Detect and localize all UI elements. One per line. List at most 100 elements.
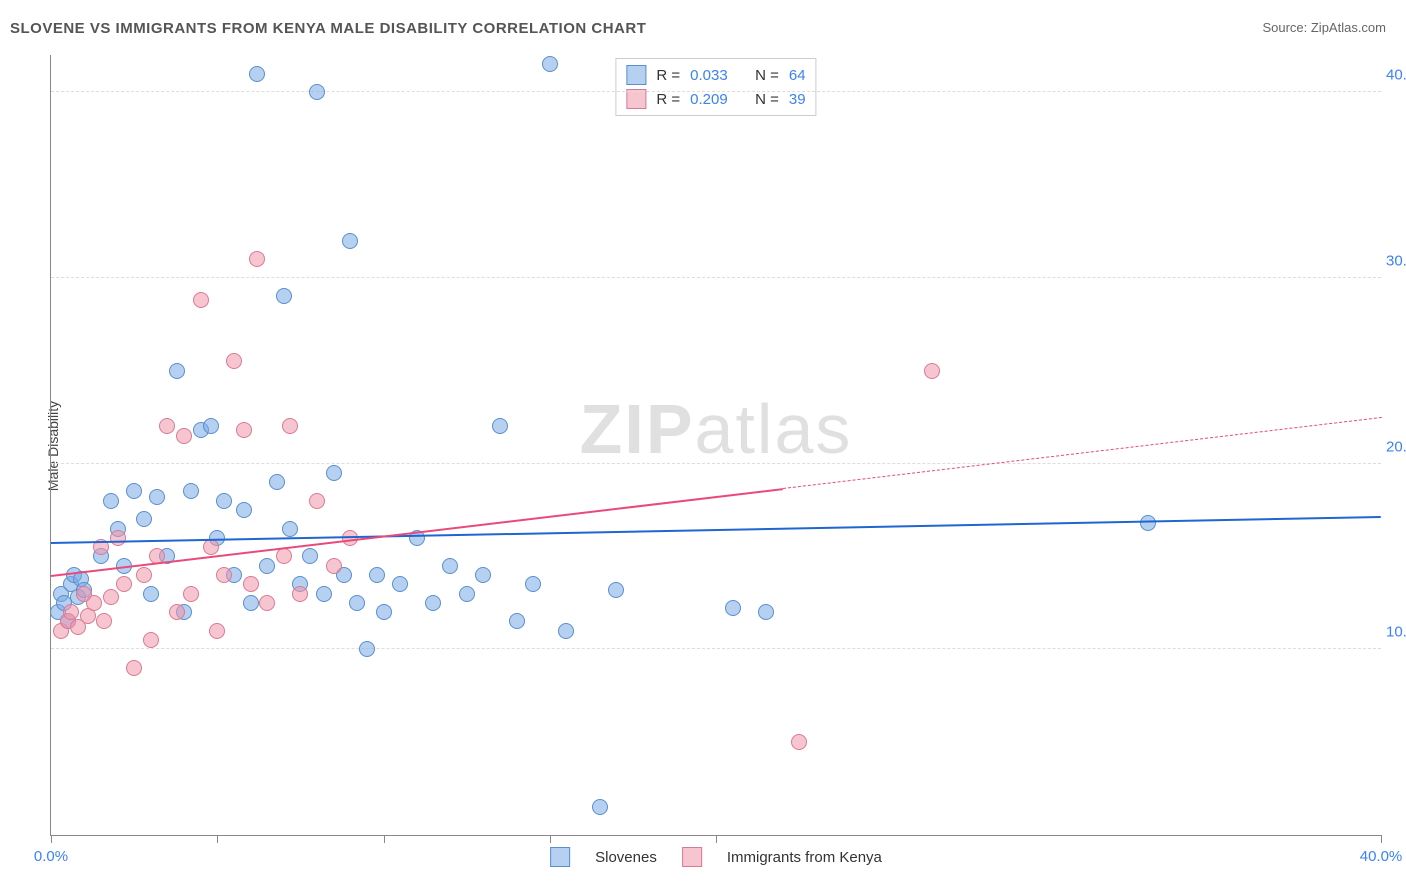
- legend-r-value: 0.033: [690, 67, 745, 84]
- scatter-point-slovenes: [276, 288, 292, 304]
- scatter-point-slovenes: [425, 595, 441, 611]
- scatter-point-slovenes: [1140, 515, 1156, 531]
- scatter-point-slovenes: [442, 558, 458, 574]
- scatter-point-slovenes: [725, 600, 741, 616]
- scatter-point-kenya: [116, 576, 132, 592]
- gridline: [51, 277, 1381, 278]
- watermark-bold: ZIP: [580, 390, 695, 468]
- y-tick-label: 40.0%: [1386, 67, 1406, 84]
- source-attribution: Source: ZipAtlas.com: [1262, 20, 1386, 35]
- legend-swatch: [682, 847, 702, 867]
- scatter-point-slovenes: [492, 418, 508, 434]
- gridline: [51, 648, 1381, 649]
- scatter-point-slovenes: [558, 623, 574, 639]
- scatter-point-slovenes: [459, 586, 475, 602]
- legend-n-label: N =: [755, 67, 779, 84]
- scatter-point-kenya: [243, 576, 259, 592]
- scatter-point-slovenes: [282, 521, 298, 537]
- gridline: [51, 91, 1381, 92]
- scatter-point-kenya: [209, 623, 225, 639]
- scatter-point-slovenes: [475, 567, 491, 583]
- scatter-point-kenya: [226, 353, 242, 369]
- scatter-point-kenya: [276, 548, 292, 564]
- scatter-point-kenya: [249, 251, 265, 267]
- scatter-point-slovenes: [302, 548, 318, 564]
- scatter-point-slovenes: [269, 474, 285, 490]
- x-tick: [217, 835, 218, 843]
- scatter-point-kenya: [96, 613, 112, 629]
- scatter-point-kenya: [309, 493, 325, 509]
- scatter-point-kenya: [924, 363, 940, 379]
- scatter-point-slovenes: [149, 489, 165, 505]
- scatter-point-kenya: [63, 604, 79, 620]
- watermark-light: atlas: [695, 390, 853, 468]
- scatter-point-kenya: [126, 660, 142, 676]
- scatter-point-slovenes: [243, 595, 259, 611]
- scatter-point-kenya: [86, 595, 102, 611]
- scatter-point-slovenes: [236, 502, 252, 518]
- scatter-point-slovenes: [183, 483, 199, 499]
- scatter-point-kenya: [282, 418, 298, 434]
- legend-stats-row-slovenes: R = 0.033 N = 64: [626, 63, 805, 87]
- scatter-point-kenya: [791, 734, 807, 750]
- scatter-point-slovenes: [369, 567, 385, 583]
- x-tick: [716, 835, 717, 843]
- x-tick: [51, 835, 52, 843]
- scatter-point-slovenes: [349, 595, 365, 611]
- watermark: ZIPatlas: [580, 389, 853, 469]
- trend-line: [51, 516, 1381, 544]
- legend-r-label: R =: [656, 67, 680, 84]
- x-tick-label: 0.0%: [34, 848, 68, 865]
- scatter-point-slovenes: [758, 604, 774, 620]
- scatter-point-slovenes: [249, 66, 265, 82]
- scatter-point-kenya: [159, 418, 175, 434]
- legend-stats-box: R =0.033N =64R =0.209N =39: [615, 58, 816, 116]
- scatter-point-kenya: [326, 558, 342, 574]
- scatter-point-slovenes: [316, 586, 332, 602]
- scatter-point-kenya: [136, 567, 152, 583]
- scatter-point-slovenes: [525, 576, 541, 592]
- scatter-point-kenya: [176, 428, 192, 444]
- scatter-point-slovenes: [103, 493, 119, 509]
- scatter-point-slovenes: [169, 363, 185, 379]
- legend-r-value: 0.209: [690, 91, 745, 108]
- legend-series-label: Slovenes: [595, 849, 657, 866]
- legend-n-value: 64: [789, 67, 806, 84]
- scatter-point-slovenes: [216, 493, 232, 509]
- scatter-point-kenya: [169, 604, 185, 620]
- scatter-point-slovenes: [359, 641, 375, 657]
- chart-plot-area: ZIPatlas R =0.033N =64R =0.209N =39 Slov…: [50, 55, 1381, 836]
- x-tick-label: 40.0%: [1360, 848, 1403, 865]
- scatter-point-slovenes: [203, 418, 219, 434]
- scatter-point-kenya: [193, 292, 209, 308]
- legend-swatch: [626, 65, 646, 85]
- scatter-point-slovenes: [259, 558, 275, 574]
- scatter-point-slovenes: [143, 586, 159, 602]
- scatter-point-kenya: [103, 589, 119, 605]
- source-name: ZipAtlas.com: [1311, 20, 1386, 35]
- scatter-point-kenya: [216, 567, 232, 583]
- scatter-point-kenya: [203, 539, 219, 555]
- scatter-point-slovenes: [309, 84, 325, 100]
- scatter-point-slovenes: [326, 465, 342, 481]
- x-tick: [550, 835, 551, 843]
- scatter-point-slovenes: [392, 576, 408, 592]
- legend-n-value: 39: [789, 91, 806, 108]
- legend-swatch: [550, 847, 570, 867]
- gridline: [51, 463, 1381, 464]
- legend-r-label: R =: [656, 91, 680, 108]
- legend-series-label: Immigrants from Kenya: [727, 849, 882, 866]
- scatter-point-slovenes: [542, 56, 558, 72]
- trend-line: [782, 417, 1381, 489]
- scatter-point-slovenes: [342, 233, 358, 249]
- scatter-point-kenya: [259, 595, 275, 611]
- scatter-point-slovenes: [126, 483, 142, 499]
- source-label: Source:: [1262, 20, 1310, 35]
- x-tick: [1381, 835, 1382, 843]
- y-tick-label: 10.0%: [1386, 624, 1406, 641]
- y-tick-label: 30.0%: [1386, 252, 1406, 269]
- scatter-point-slovenes: [509, 613, 525, 629]
- scatter-point-slovenes: [136, 511, 152, 527]
- legend-series: Slovenes Immigrants from Kenya: [550, 847, 882, 867]
- scatter-point-kenya: [143, 632, 159, 648]
